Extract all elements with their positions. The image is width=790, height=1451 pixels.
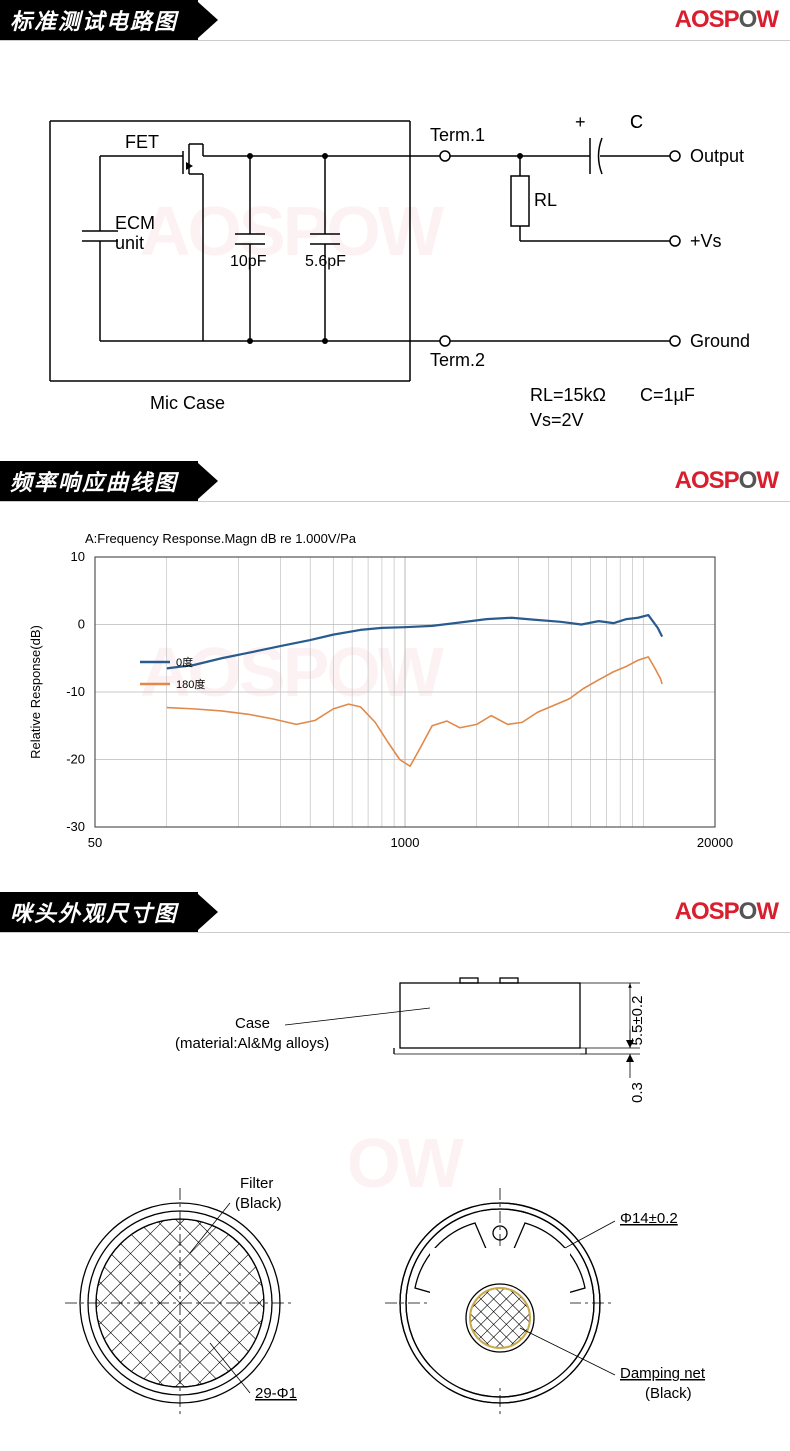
svg-text:RL=15kΩ: RL=15kΩ (530, 385, 606, 405)
dimension-drawing-body: AOSPOW 5.5±0.20.3Case(material:Al&Mg all… (0, 943, 790, 1443)
title-chevron-icon (198, 463, 218, 499)
svg-text:29-Φ1: 29-Φ1 (255, 1385, 297, 1402)
section-header-freq: 频率响应曲线图 AOSPOW (0, 461, 790, 502)
svg-text:20000: 20000 (697, 835, 733, 850)
svg-text:(material:Al&Mg alloys): (material:Al&Mg alloys) (175, 1035, 329, 1052)
svg-text:C: C (630, 112, 643, 132)
svg-text:-10: -10 (66, 684, 85, 699)
svg-text:+Vs: +Vs (690, 231, 722, 251)
svg-text:RL: RL (534, 190, 557, 210)
brand-logo: AOSPOW (675, 898, 790, 926)
svg-text:Ground: Ground (690, 331, 750, 351)
section-title: 咪头外观尺寸图 (0, 892, 198, 932)
title-chevron-icon (198, 2, 218, 38)
svg-text:unit: unit (115, 233, 144, 253)
svg-text:Mic Case: Mic Case (150, 393, 225, 413)
brand-logo: AOSPOW (675, 467, 790, 495)
freq-chart: A:Frequency Response.Magn dB re 1.000V/P… (0, 512, 790, 892)
svg-text:5.6pF: 5.6pF (305, 253, 346, 270)
svg-text:0: 0 (78, 617, 85, 632)
svg-text:ECM: ECM (115, 213, 155, 233)
dimension-drawing: 5.5±0.2 0.3 Case (material:Al&Mg alloys) Fil… (0, 943, 790, 1443)
svg-text:0度: 0度 (176, 655, 193, 669)
svg-text:Term.1: Term.1 (430, 125, 485, 145)
svg-text:FET: FET (125, 132, 159, 152)
svg-text:Term.2: Term.2 (430, 350, 485, 370)
section-header-dims: 咪头外观尺寸图 AOSPOW (0, 892, 790, 933)
brand-logo: AOSPOW (675, 6, 790, 34)
svg-text:Filter: Filter (240, 1175, 273, 1192)
svg-text:(Black): (Black) (235, 1195, 282, 1212)
svg-text:5.5±0.2: 5.5±0.2 (629, 996, 646, 1046)
svg-text:Relative Response(dB): Relative Response(dB) (28, 625, 43, 759)
section-title: 标准测试电路图 (0, 0, 198, 40)
title-chevron-icon (198, 894, 218, 930)
svg-text:C=1µF: C=1µF (640, 385, 695, 405)
freq-chart-body: AOSPOW A:Frequency Response.Magn dB re 1… (0, 512, 790, 892)
svg-text:Φ14±0.2: Φ14±0.2 (620, 1210, 678, 1227)
svg-text:Damping net: Damping net (620, 1365, 706, 1382)
svg-text:(Black): (Black) (645, 1385, 692, 1402)
svg-text:10: 10 (71, 549, 85, 564)
svg-text:50: 50 (88, 835, 102, 850)
svg-text:180度: 180度 (176, 677, 205, 691)
svg-text:Output: Output (690, 146, 744, 166)
section-title: 频率响应曲线图 (0, 461, 198, 501)
circuit-diagram-body: AOSPOW ECMunitFET10pF5.6pFTerm.1Output+C… (0, 51, 790, 461)
svg-text:+: + (575, 112, 586, 132)
section-header-circuit: 标准测试电路图 AOSPOW (0, 0, 790, 41)
svg-text:A:Frequency Response.Magn dB r: A:Frequency Response.Magn dB re 1.000V/P… (85, 531, 357, 546)
circuit-diagram: ECMunitFET10pF5.6pFTerm.1Output+CCRL+VsT… (0, 51, 790, 461)
svg-text:Case: Case (235, 1015, 270, 1032)
svg-text:-30: -30 (66, 819, 85, 834)
svg-text:0.3: 0.3 (629, 1082, 646, 1103)
svg-text:1000: 1000 (391, 835, 420, 850)
svg-text:-20: -20 (66, 752, 85, 767)
svg-text:Vs=2V: Vs=2V (530, 410, 584, 430)
svg-text:10pF: 10pF (230, 253, 267, 270)
